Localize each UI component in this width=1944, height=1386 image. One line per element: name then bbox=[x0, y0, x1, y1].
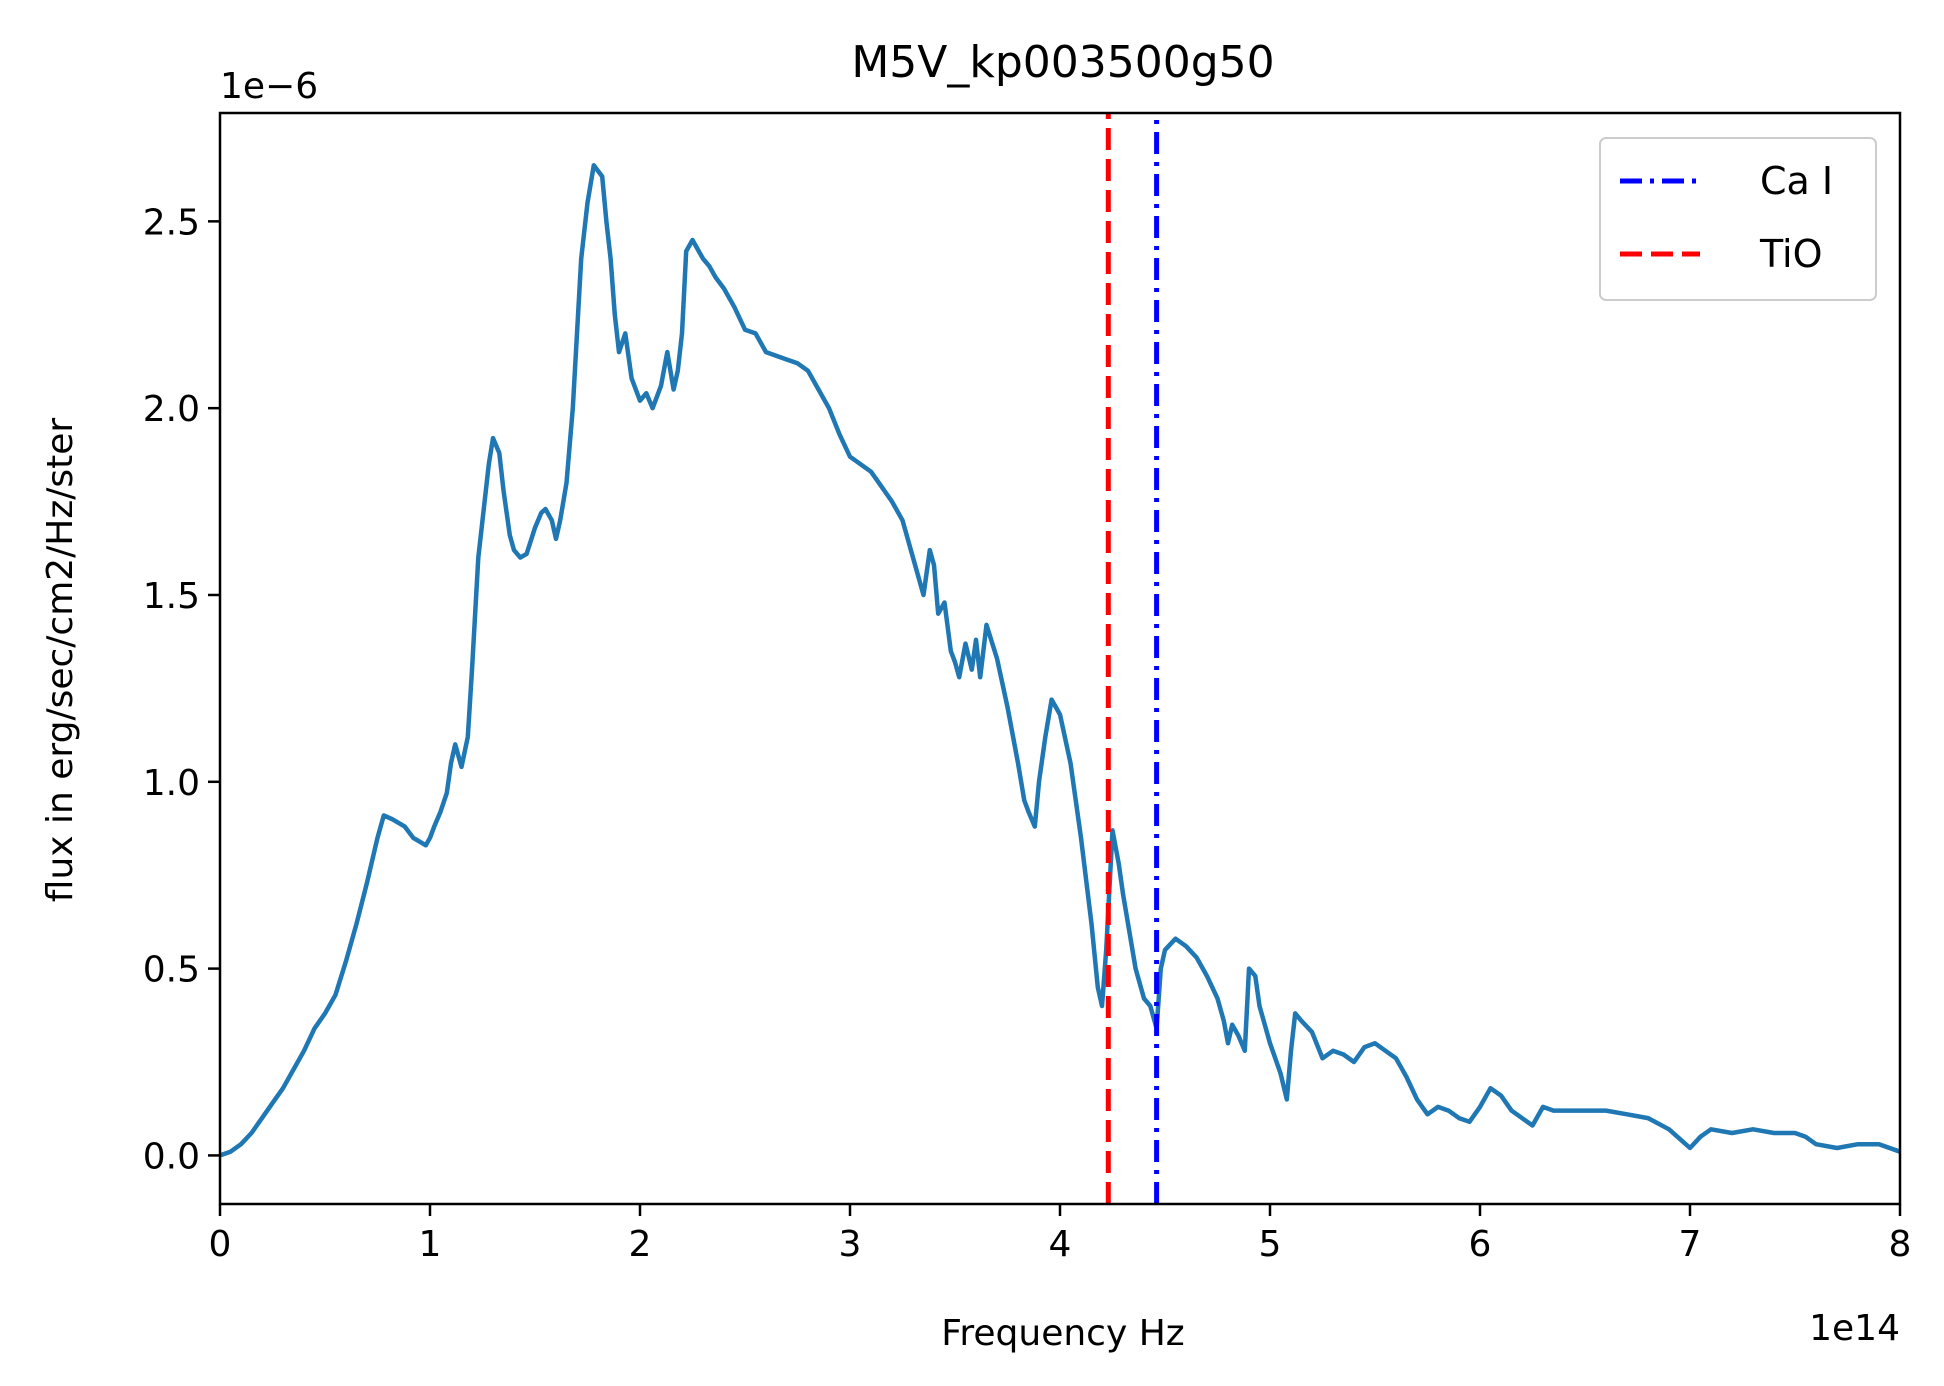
x-axis-label: Frequency Hz bbox=[941, 1313, 1184, 1354]
legend-label-ca-i: Ca I bbox=[1760, 159, 1833, 203]
x-tick-label: 3 bbox=[839, 1224, 862, 1265]
y-offset-label: 1e−6 bbox=[220, 66, 318, 107]
plot-area bbox=[220, 113, 1900, 1204]
y-tick-label: 2.5 bbox=[143, 202, 200, 243]
x-tick-label: 8 bbox=[1889, 1224, 1912, 1265]
x-tick-label: 6 bbox=[1469, 1224, 1492, 1265]
legend-label-tio: TiO bbox=[1759, 232, 1823, 276]
y-tick-label: 1.5 bbox=[143, 576, 200, 617]
chart-title: M5V_kp003500g50 bbox=[851, 37, 1274, 88]
series-group bbox=[220, 113, 1900, 1204]
y-tick-label: 0.5 bbox=[143, 950, 200, 991]
x-tick-label: 4 bbox=[1049, 1224, 1072, 1265]
y-tick-label: 0.0 bbox=[143, 1136, 200, 1177]
y-tick-label: 2.0 bbox=[143, 389, 200, 430]
x-tick-label: 5 bbox=[1259, 1224, 1282, 1265]
series-line-flux bbox=[220, 163, 1900, 1158]
y-axis-label: flux in erg/sec/cm2/Hz/ster bbox=[40, 418, 81, 903]
x-tick-label: 2 bbox=[629, 1224, 652, 1265]
legend: Ca I TiO bbox=[1599, 137, 1877, 301]
y-tick-label: 1.0 bbox=[143, 763, 200, 804]
x-tick-label: 0 bbox=[209, 1224, 232, 1265]
x-tick-label: 1 bbox=[419, 1224, 442, 1265]
axes: 0 1 2 3 4 5 6 7 8 0.0 0.5 1.0 1.5 2.0 2.5 bbox=[143, 111, 1912, 1265]
x-tick-label: 7 bbox=[1679, 1224, 1702, 1265]
x-offset-label: 1e14 bbox=[1809, 1308, 1900, 1349]
legend-box bbox=[1599, 137, 1877, 301]
